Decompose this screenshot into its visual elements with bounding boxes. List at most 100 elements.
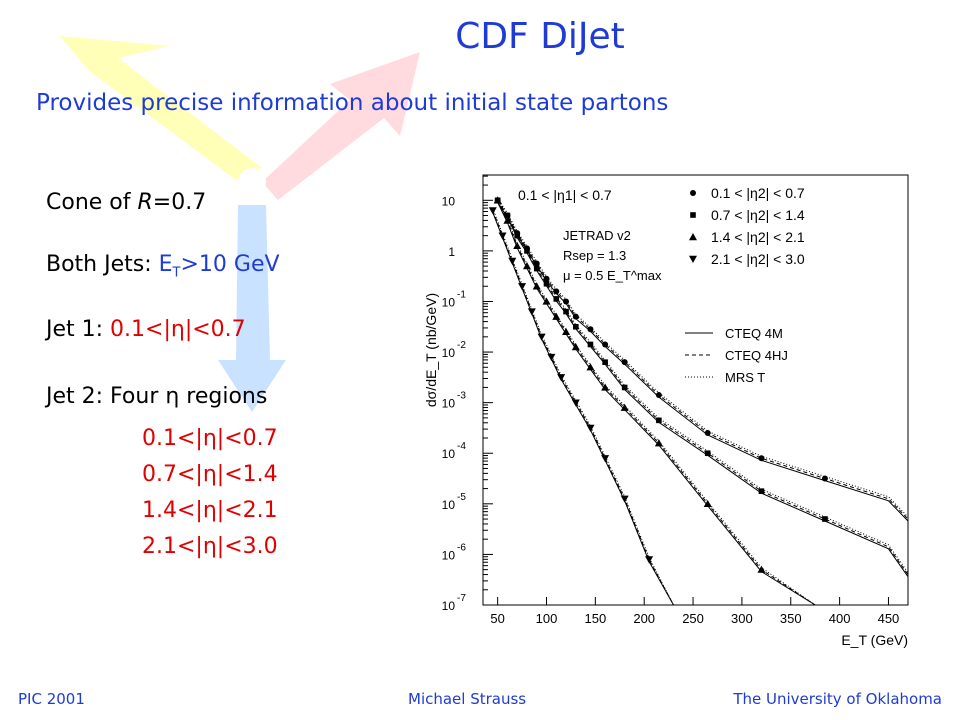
- data-point: [488, 207, 497, 215]
- theory-curve: [492, 210, 674, 606]
- data-point: [552, 312, 561, 320]
- data-point: [703, 499, 712, 508]
- y-tick-label: 1: [448, 245, 455, 259]
- data-point: [656, 417, 662, 424]
- data-point: [758, 455, 765, 462]
- data-point: [704, 450, 711, 457]
- data-point: [504, 212, 511, 219]
- y-tick-label: 10: [442, 498, 456, 512]
- jet2-line: Jet 2: Four η regions: [46, 384, 268, 409]
- data-point: [757, 565, 766, 573]
- x-tick-label: 450: [878, 611, 900, 626]
- plot-frame: [482, 174, 909, 606]
- y-tick-exponent: -4: [457, 441, 466, 452]
- data-point: [621, 359, 628, 366]
- data-point: [601, 455, 610, 463]
- data-point: [503, 216, 512, 224]
- x-tick-label: 100: [536, 611, 558, 626]
- data-point: [586, 363, 595, 371]
- data-point: [645, 556, 654, 564]
- theory-curve: [492, 212, 674, 606]
- y-tick-label: 10: [442, 397, 456, 411]
- x-axis-label: E_T (GeV): [841, 632, 908, 648]
- data-point: [690, 212, 696, 218]
- data-point: [601, 383, 610, 391]
- data-point: [620, 495, 629, 503]
- data-point: [498, 232, 507, 240]
- data-point: [532, 282, 541, 290]
- slide-title: CDF DiJet: [455, 16, 625, 57]
- data-point: [527, 308, 536, 316]
- jet1-line: Jet 1: 0.1<|η|<0.7: [46, 317, 246, 342]
- data-point: [689, 233, 697, 241]
- legend-entry: 2.1 < |η2| < 3.0: [711, 251, 805, 267]
- x-tick-label: 200: [633, 611, 655, 626]
- data-point: [822, 516, 828, 522]
- x-tick-label: 150: [585, 611, 607, 626]
- data-point: [758, 488, 765, 494]
- data-point: [602, 359, 608, 365]
- x-tick-label: 50: [490, 611, 504, 626]
- data-point: [508, 257, 517, 265]
- footer-author: Michael Strauss: [408, 690, 527, 708]
- theory-curve: [497, 198, 909, 518]
- annotation-scale: μ = 0.5 E_T^max: [563, 268, 662, 283]
- data-point: [522, 262, 531, 270]
- theory-curve: [497, 200, 909, 520]
- data-point: [537, 333, 546, 341]
- data-point: [654, 439, 663, 447]
- data-point: [587, 326, 594, 333]
- data-point: [547, 353, 556, 362]
- data-point: [602, 341, 609, 348]
- jet1-range: 0.1<|η|<0.7: [110, 317, 246, 342]
- data-point: [513, 241, 522, 250]
- both-jets-line: Both Jets: ET>10 GeV: [46, 252, 280, 281]
- data-point: [563, 298, 570, 305]
- y-tick-exponent: -7: [457, 593, 466, 604]
- cone-line: Cone of R=0.7: [46, 190, 207, 215]
- y-tick-label: 10: [442, 599, 456, 613]
- data-point: [543, 280, 550, 287]
- legend-theory-label: MRS T: [725, 370, 765, 385]
- legend-theory-label: CTEQ 4HJ: [725, 348, 788, 363]
- data-point: [572, 313, 579, 320]
- data-point: [493, 196, 502, 204]
- annotation-generator: JETRAD v2: [563, 228, 631, 243]
- data-point: [524, 248, 530, 254]
- data-point: [553, 296, 560, 302]
- data-point: [571, 399, 580, 407]
- data-point: [543, 275, 550, 282]
- data-point: [573, 323, 579, 330]
- data-point: [563, 308, 569, 315]
- data-point: [689, 255, 697, 263]
- data-point: [587, 341, 594, 348]
- x-tick-label: 250: [682, 611, 704, 626]
- annotation-rsep: Rsep = 1.3: [563, 248, 626, 263]
- jet2-region: 0.1<|η|<0.7: [142, 426, 278, 451]
- jet2-region: 2.1<|η|<3.0: [142, 534, 278, 559]
- legend-entry: 0.7 < |η2| < 1.4: [711, 207, 805, 223]
- data-point: [518, 283, 527, 291]
- dijet-cross-section-plot: 50 100 150 200 250 300 350 400 45010-710-610-510…: [388, 160, 918, 650]
- y-tick-label: 10: [442, 548, 456, 562]
- y-tick-exponent: -6: [457, 542, 466, 553]
- theory-curve: [497, 202, 816, 606]
- both-jets-threshold: ET>10 GeV: [158, 252, 280, 281]
- jet2-region: 1.4<|η|<2.1: [142, 498, 278, 523]
- x-tick-label: 350: [780, 611, 802, 626]
- y-tick-label: 10: [442, 295, 456, 309]
- x-tick-label: 400: [829, 611, 851, 626]
- annotation-eta1: 0.1 < |η1| < 0.7: [518, 187, 612, 203]
- footer-institution: The University of Oklahoma: [733, 690, 942, 708]
- data-point: [690, 190, 696, 196]
- data-point: [620, 403, 629, 411]
- data-point: [821, 475, 828, 482]
- data-point: [655, 392, 662, 399]
- y-tick-label: 10: [442, 194, 456, 208]
- y-tick-label: 10: [442, 447, 456, 461]
- data-point: [621, 384, 628, 391]
- y-tick-exponent: -2: [457, 340, 466, 351]
- jet2-region: 0.7<|η|<1.4: [142, 462, 278, 487]
- y-tick-label: 10: [442, 346, 456, 360]
